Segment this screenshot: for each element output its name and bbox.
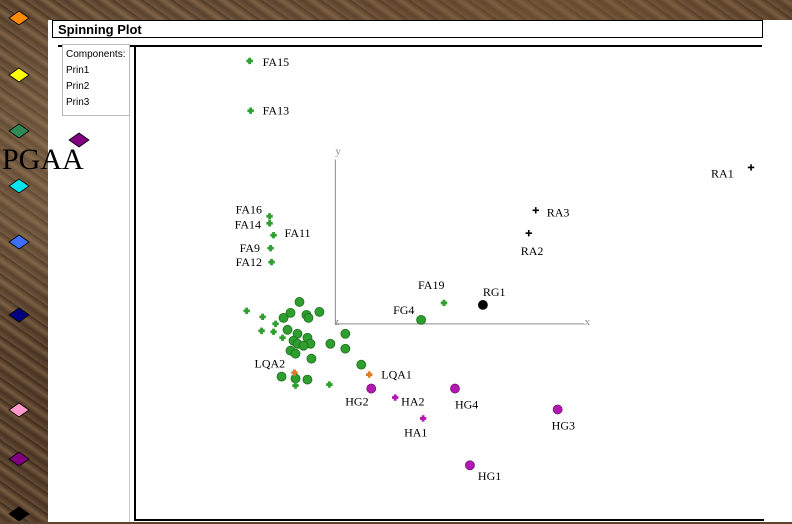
data-point-23[interactable]	[298, 340, 309, 351]
data-point-hg3[interactable]	[552, 404, 563, 415]
point-label-hg4: HG4	[455, 398, 478, 412]
data-point-17[interactable]	[340, 343, 351, 354]
data-point-fa19[interactable]	[440, 299, 448, 307]
data-point-26[interactable]	[272, 320, 279, 328]
pgaa-label: PGAA	[2, 143, 84, 176]
navy-diamond-icon[interactable]	[8, 307, 30, 323]
data-point-24[interactable]	[243, 307, 250, 315]
data-point-ra3[interactable]	[532, 207, 539, 214]
point-label-hg1: HG1	[478, 469, 501, 483]
data-point-31[interactable]	[326, 381, 333, 388]
teal-diamond-icon[interactable]	[8, 123, 30, 139]
data-point-ha2[interactable]	[391, 394, 399, 401]
data-point-fg4[interactable]	[416, 314, 426, 325]
data-point-6[interactable]	[303, 312, 314, 323]
data-point-fa15[interactable]	[246, 57, 253, 65]
data-point-hg2[interactable]	[366, 383, 377, 394]
orange-diamond-icon[interactable]	[8, 10, 30, 26]
data-point-7[interactable]	[282, 324, 293, 335]
data-point-fa14[interactable]	[266, 220, 273, 227]
data-point-ra2[interactable]	[525, 230, 532, 237]
data-point-ha1[interactable]	[419, 415, 427, 422]
data-point-18[interactable]	[356, 359, 367, 370]
data-point-4[interactable]	[314, 306, 325, 317]
point-label-lqa2: LQA2	[254, 357, 285, 371]
point-label-lqa1: LQA1	[381, 368, 412, 382]
point-label-fa12: FA12	[236, 255, 262, 269]
components-panel: Components: Prin1 Prin2 Prin3	[62, 44, 130, 116]
data-point-5[interactable]	[278, 312, 289, 323]
title-divider	[58, 45, 762, 47]
z-axis-label: z	[334, 316, 339, 328]
data-point-hg4[interactable]	[450, 383, 460, 394]
point-label-fg4: FG4	[393, 303, 414, 317]
point-label-fa16: FA16	[236, 202, 262, 216]
point-label-ha1: HA1	[404, 425, 427, 439]
point-label-hg3: HG3	[552, 418, 575, 432]
y-axis-label: y	[335, 146, 341, 158]
data-point-fa12[interactable]	[268, 258, 275, 266]
point-label-fa15: FA15	[263, 55, 289, 69]
plot-frame: x y z FA15 FA13 FA16 FA14 FA11 FA9 FA12 FA19 FG4 RG…	[134, 46, 764, 521]
data-point-16[interactable]	[340, 328, 351, 339]
black-diamond-icon[interactable]	[8, 506, 30, 522]
point-label-fa13: FA13	[263, 104, 289, 118]
point-label-rg1: RG1	[483, 285, 506, 299]
pink-diamond-icon[interactable]	[8, 402, 30, 418]
data-point-1[interactable]	[294, 297, 305, 307]
data-point-rg1[interactable]	[477, 300, 488, 310]
data-point-29[interactable]	[279, 334, 286, 341]
point-label-ra2: RA2	[521, 244, 544, 258]
yellow-diamond-icon[interactable]	[8, 67, 30, 83]
data-point-25[interactable]	[259, 313, 266, 321]
point-label-ra3: RA3	[547, 205, 570, 219]
data-point-ra1[interactable]	[747, 164, 755, 171]
x-axis-label: x	[585, 316, 591, 328]
data-point-19[interactable]	[276, 371, 287, 382]
blue-diamond-icon[interactable]	[8, 234, 30, 250]
data-point-fa16[interactable]	[266, 213, 273, 220]
point-label-fa11: FA11	[285, 226, 311, 240]
data-point-hg1[interactable]	[465, 460, 475, 471]
purple-diamond-icon[interactable]	[66, 132, 92, 148]
data-point-fa11[interactable]	[270, 232, 277, 239]
point-label-fa19: FA19	[418, 278, 444, 292]
data-point-28[interactable]	[270, 328, 277, 335]
data-point-2[interactable]	[285, 307, 296, 318]
data-point-lqa1[interactable]	[366, 371, 373, 378]
purple-diamond-icon[interactable]	[8, 451, 30, 467]
component-prin3[interactable]: Prin3	[66, 97, 90, 108]
point-label-fa9: FA9	[240, 241, 260, 255]
data-point-lqa2[interactable]	[291, 369, 298, 376]
components-label: Components:	[66, 49, 126, 60]
data-point-fa13[interactable]	[247, 107, 254, 114]
spinning-plot-window: Spinning Plot Components: Prin1 Prin2 Pr…	[48, 20, 792, 522]
panel-divider	[129, 116, 130, 522]
component-prin1[interactable]: Prin1	[66, 65, 90, 76]
component-prin2[interactable]: Prin2	[66, 81, 90, 92]
data-point-13[interactable]	[290, 348, 301, 359]
data-point-21[interactable]	[302, 374, 313, 385]
cyan-diamond-icon[interactable]	[8, 178, 30, 194]
point-label-hg2: HG2	[345, 395, 368, 409]
data-point-14[interactable]	[306, 353, 317, 364]
point-label-ra1: RA1	[711, 166, 734, 180]
window-title: Spinning Plot	[52, 20, 763, 38]
data-point-15[interactable]	[325, 338, 336, 349]
data-point-fa9[interactable]	[267, 244, 274, 252]
point-label-fa14: FA14	[235, 217, 261, 231]
data-point-30[interactable]	[292, 382, 299, 389]
point-label-ha2: HA2	[401, 395, 424, 409]
data-point-27[interactable]	[258, 327, 265, 334]
